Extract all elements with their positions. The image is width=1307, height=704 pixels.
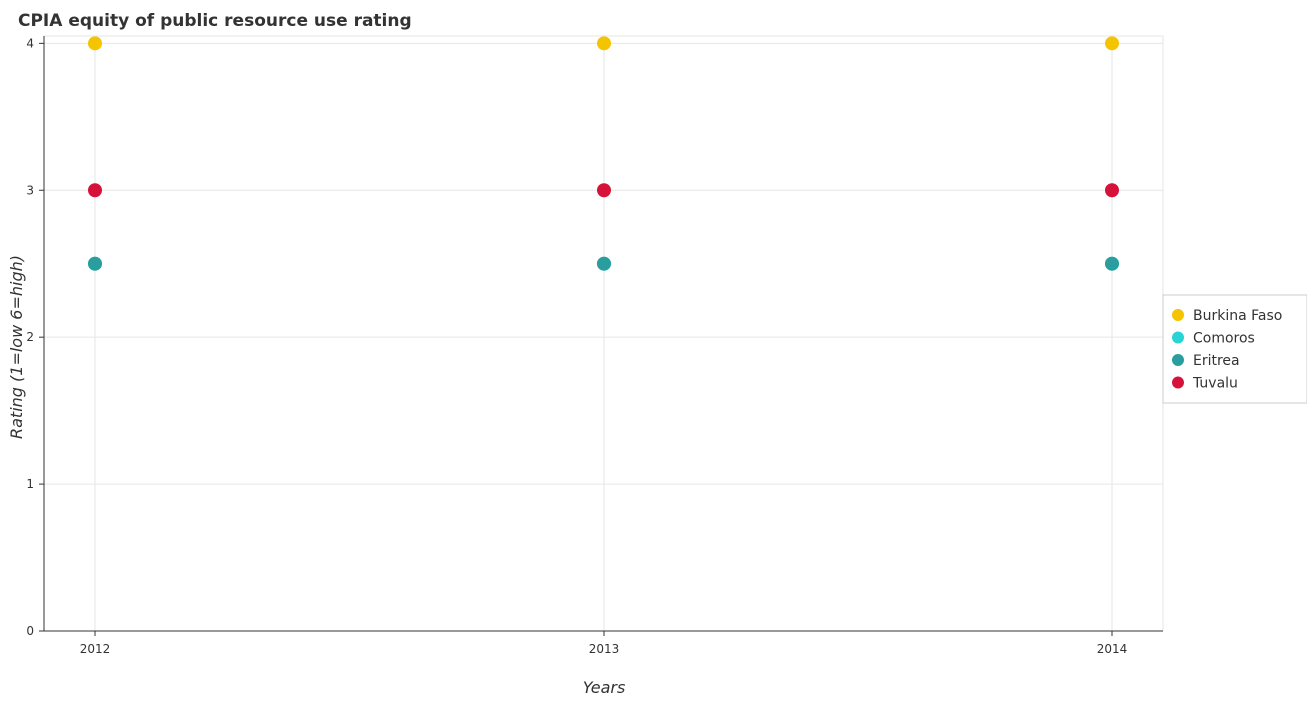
y-axis-label: Rating (1=low 6=high) [7, 255, 26, 439]
point-tuvalu-2013 [597, 183, 611, 198]
chart-title: CPIA equity of public resource use ratin… [18, 11, 412, 31]
y-tick-label: 4 [26, 36, 34, 50]
legend-marker-burkina-faso [1172, 309, 1184, 321]
legend-marker-eritrea [1172, 354, 1184, 366]
legend-label-comoros: Comoros [1193, 331, 1255, 347]
point-tuvalu-2014 [1105, 183, 1119, 198]
legend-label-eritrea: Eritrea [1193, 353, 1240, 369]
x-tick-label: 2013 [589, 642, 620, 656]
legend-box [1162, 294, 1307, 404]
grid-lines [43, 35, 1164, 632]
x-tick-label: 2012 [80, 642, 111, 656]
point-eritrea-2013 [597, 256, 611, 271]
y-tick-label: 3 [26, 183, 34, 197]
point-eritrea-2014 [1105, 256, 1119, 271]
x-tick-label: 2014 [1097, 642, 1128, 656]
y-tick-label: 0 [26, 624, 34, 638]
y-tick-label: 2 [26, 330, 34, 344]
axes: 0 1 2 3 4 2012 2013 2014 [26, 36, 1163, 656]
point-tuvalu-2012 [88, 183, 102, 198]
y-tick-label: 1 [26, 477, 34, 491]
point-burkina-faso-2013 [597, 36, 611, 51]
point-eritrea-2012 [88, 256, 102, 271]
data-points [88, 36, 1119, 271]
legend-label-tuvalu: Tuvalu [1192, 376, 1238, 392]
legend: Burkina Faso Comoros Eritrea Tuvalu [1162, 294, 1307, 404]
point-burkina-faso-2012 [88, 36, 102, 51]
legend-marker-tuvalu [1172, 376, 1184, 389]
legend-label-burkina-faso: Burkina Faso [1193, 308, 1282, 324]
point-burkina-faso-2014 [1105, 36, 1119, 51]
legend-marker-comoros [1172, 331, 1184, 344]
x-axis-label: Years [583, 678, 626, 697]
